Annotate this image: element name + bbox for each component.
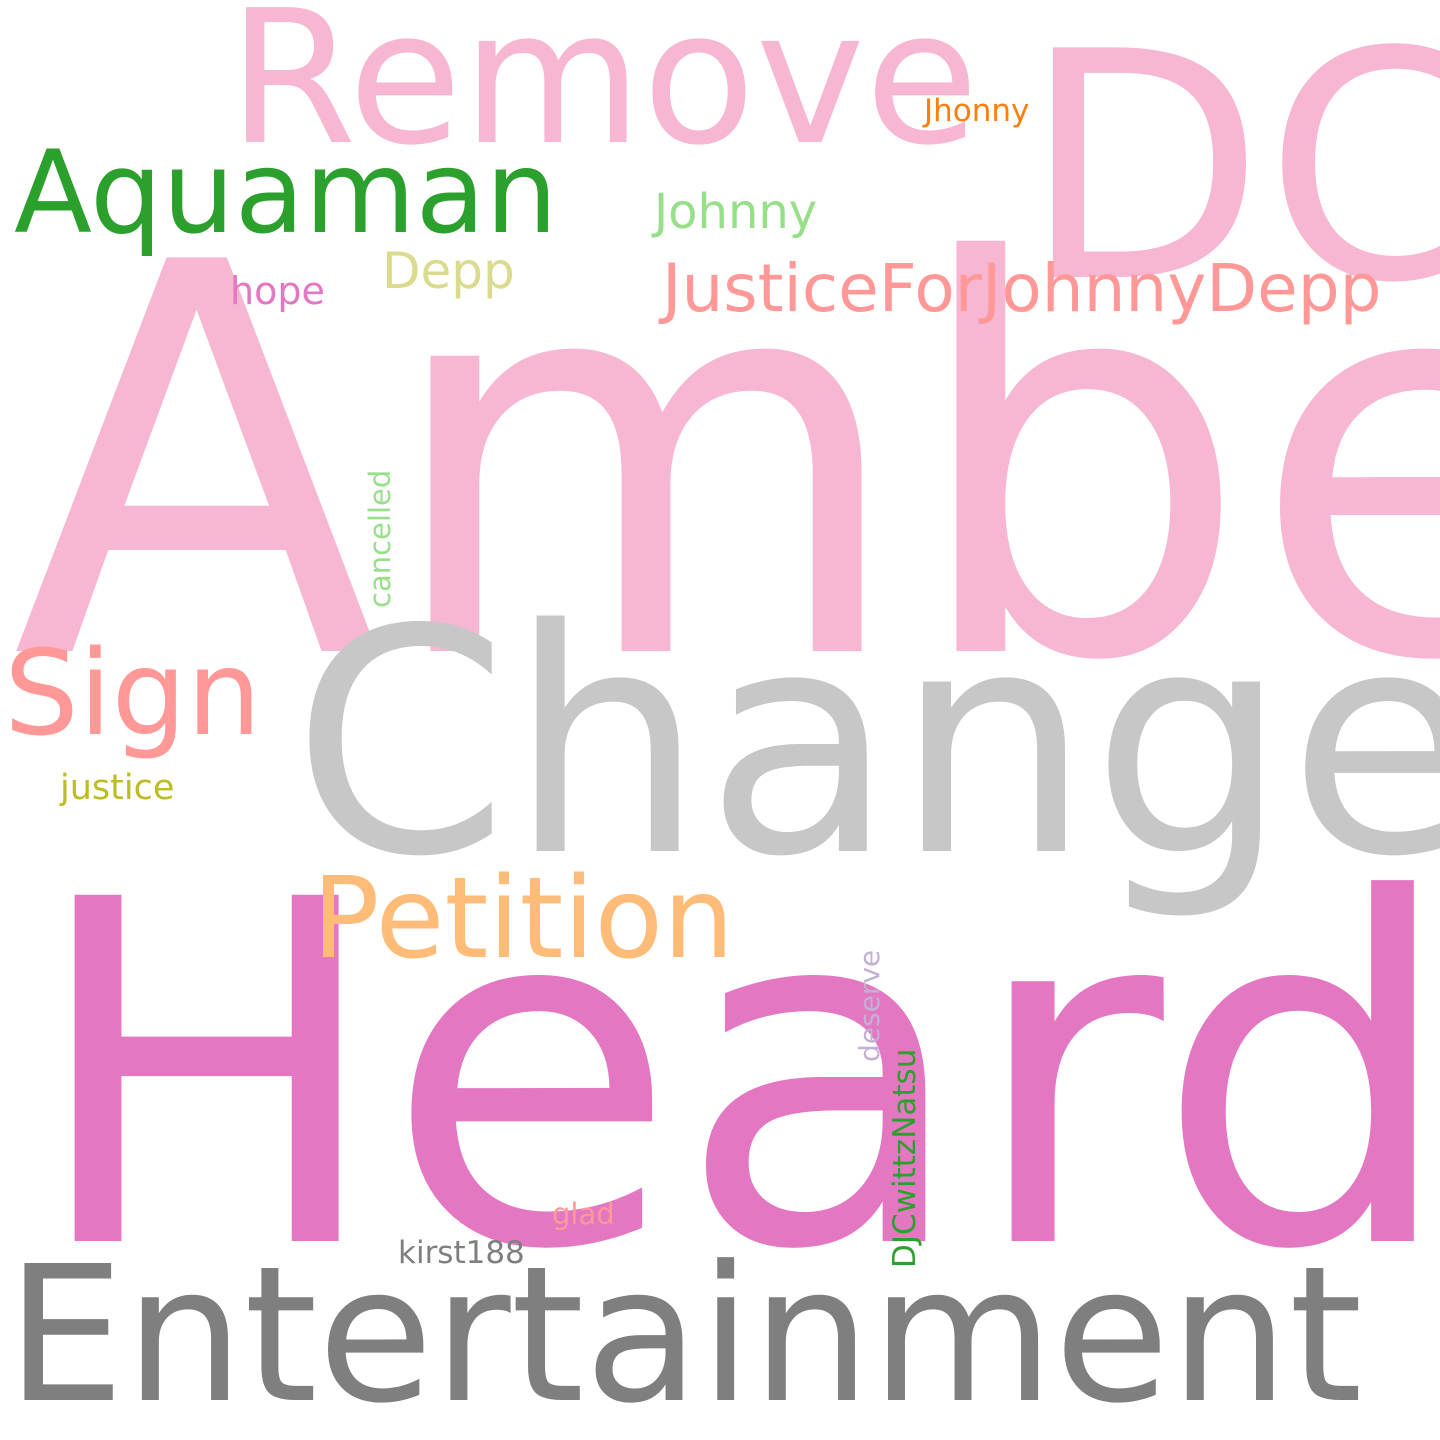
word-justice: justice [60,768,175,808]
word-change: Change [292,564,1440,925]
word-remove: Remove [228,0,979,186]
word-jhonny: Jhonny [924,93,1030,129]
word-kirst188: kirst188 [398,1235,525,1271]
word-hope: hope [230,269,325,313]
word-depp: Depp [382,242,515,300]
word-cancelled: cancelled [363,469,397,608]
word-petition: Petition [312,854,735,984]
word-dc: DC [1022,0,1440,352]
word-aquaman: Aquaman [14,126,558,259]
word-djcwittznatsu: DJCwittzNatsu [887,1048,923,1268]
word-glad: glad [552,1197,615,1231]
word-justicefor: JusticeForJohnnyDepp [662,250,1382,327]
word-johnny: Johnny [654,184,818,240]
word-heard: Heard [28,801,1440,1354]
word-sign: Sign [4,624,262,762]
word-deserve: deserve [853,949,886,1062]
word-entertainment: Entertainment [6,1226,1363,1440]
word-amber: Amber [12,151,1440,779]
